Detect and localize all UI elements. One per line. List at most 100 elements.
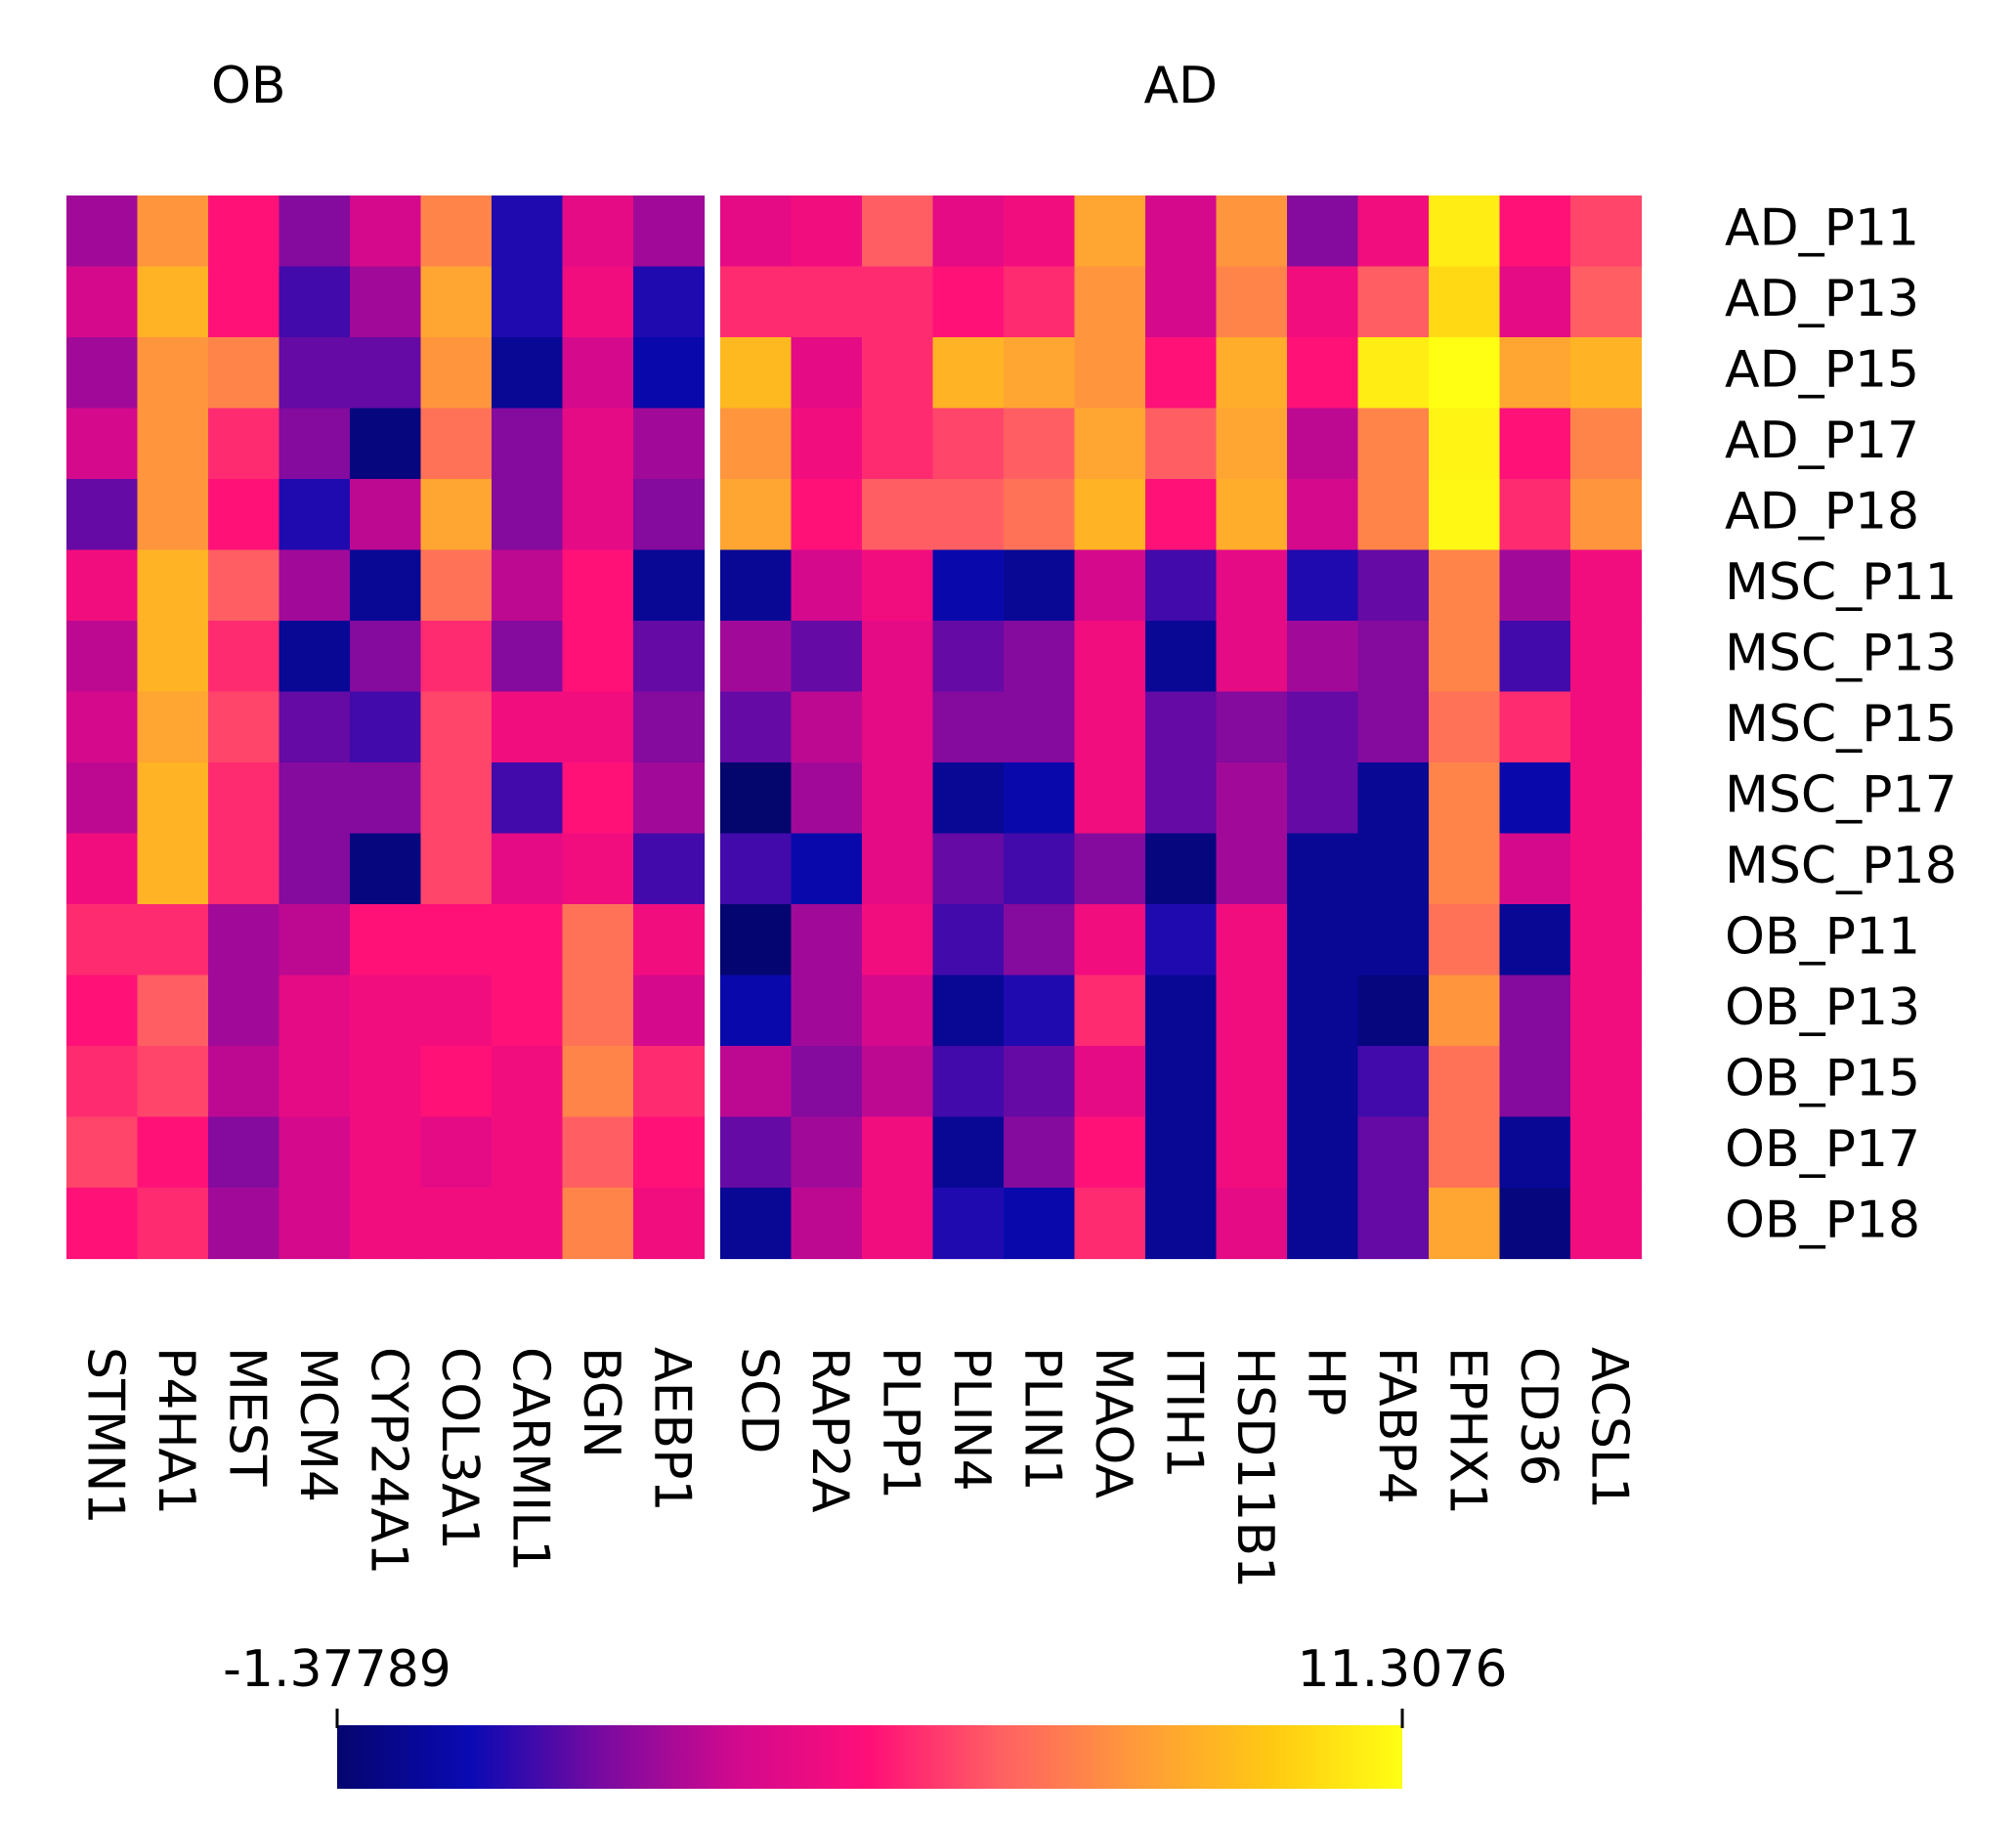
- heatmap-cell: [1499, 904, 1571, 976]
- heatmap-cell: [1145, 266, 1218, 338]
- heatmap-cell: [1004, 691, 1076, 763]
- heatmap-cell: [492, 1046, 564, 1118]
- heatmap-cell: [420, 195, 493, 268]
- heatmap-cell: [720, 479, 793, 551]
- heatmap-cell: [1499, 549, 1571, 622]
- heatmap-cell: [1216, 337, 1288, 410]
- heatmap-cell: [1145, 1188, 1218, 1260]
- heatmap-cells: [66, 195, 1643, 1260]
- heatmap-cell: [1145, 904, 1218, 976]
- column-label-ephx1: EPHX1: [1437, 1347, 1496, 1515]
- heatmap-cell: [1429, 833, 1501, 905]
- heatmap-cell: [1570, 549, 1643, 622]
- heatmap-cell: [1570, 691, 1643, 763]
- heatmap-cell: [1287, 408, 1359, 480]
- heatmap-cell: [350, 621, 422, 693]
- heatmap-cell: [562, 975, 634, 1047]
- heatmap-cell: [66, 621, 139, 693]
- heatmap-cell: [791, 549, 863, 622]
- heatmap-cell: [1429, 975, 1501, 1047]
- column-label-scd: SCD: [729, 1347, 788, 1453]
- heatmap-cell: [1145, 691, 1218, 763]
- heatmap-cell: [492, 833, 564, 905]
- heatmap-cell: [208, 691, 280, 763]
- heatmap-cell: [562, 337, 634, 410]
- heatmap-cell: [1429, 1116, 1501, 1189]
- heatmap-cell: [1570, 762, 1643, 835]
- heatmap-cell: [633, 833, 706, 905]
- heatmap-cell: [1004, 621, 1076, 693]
- heatmap-cell: [562, 549, 634, 622]
- heatmap-cell: [66, 1116, 139, 1189]
- heatmap-cell: [1074, 691, 1146, 763]
- heatmap-cell: [791, 691, 863, 763]
- heatmap-cell: [208, 408, 280, 480]
- heatmap-cell: [1004, 904, 1076, 976]
- column-label-acsl1: ACSL1: [1579, 1347, 1638, 1509]
- heatmap-cell: [633, 337, 706, 410]
- heatmap-cell: [1429, 266, 1501, 338]
- heatmap-cell: [720, 1188, 793, 1260]
- heatmap-cell: [66, 762, 139, 835]
- heatmap-cell: [1570, 1116, 1643, 1189]
- column-label-aebp1: AEBP1: [642, 1347, 701, 1512]
- heatmap-cell: [562, 1116, 634, 1189]
- heatmap-cell: [562, 1046, 634, 1118]
- heatmap-cell: [1570, 337, 1643, 410]
- heatmap-cell: [279, 337, 351, 410]
- heatmap-cell: [1429, 1188, 1501, 1260]
- column-label-fabp4: FABP4: [1367, 1347, 1426, 1504]
- heatmap-cell: [1287, 1116, 1359, 1189]
- heatmap-cell: [633, 762, 706, 835]
- heatmap-cell: [1570, 833, 1643, 905]
- heatmap-cell: [492, 975, 564, 1047]
- heatmap-cell: [1074, 621, 1146, 693]
- heatmap-cell: [66, 1046, 139, 1118]
- heatmap-cell: [137, 975, 209, 1047]
- heatmap-cell: [1004, 479, 1076, 551]
- heatmap-cell: [1004, 195, 1076, 268]
- heatmap-cell: [1216, 975, 1288, 1047]
- heatmap-cell: [1499, 691, 1571, 763]
- heatmap-cell: [1216, 1046, 1288, 1118]
- heatmap-cell: [350, 195, 422, 268]
- heatmap-cell: [492, 549, 564, 622]
- row-label-ob-p15: OB_P15: [1725, 1049, 1920, 1107]
- heatmap-cell: [862, 833, 934, 905]
- heatmap-cell: [279, 549, 351, 622]
- heatmap-cell: [492, 195, 564, 268]
- heatmap-cell: [1145, 975, 1218, 1047]
- heatmap-cell: [66, 975, 139, 1047]
- heatmap-cell: [720, 549, 793, 622]
- row-label-ob-p18: OB_P18: [1725, 1191, 1920, 1249]
- heatmap-cell: [791, 904, 863, 976]
- heatmap-cell: [862, 337, 934, 410]
- row-label-ad-p13: AD_P13: [1725, 270, 1919, 328]
- row-label-msc-p18: MSC_P18: [1725, 837, 1957, 895]
- heatmap-cell: [720, 691, 793, 763]
- heatmap-cell: [1216, 833, 1288, 905]
- heatmap-cell: [862, 195, 934, 268]
- heatmap-cell: [1074, 479, 1146, 551]
- heatmap-cell: [1499, 266, 1571, 338]
- heatmap-cell: [1216, 549, 1288, 622]
- heatmap-cell: [932, 195, 1005, 268]
- heatmap-cell: [137, 549, 209, 622]
- heatmap-cell: [208, 762, 280, 835]
- heatmap-cell: [1074, 1116, 1146, 1189]
- heatmap-cell: [492, 904, 564, 976]
- heatmap-cell: [1004, 1188, 1076, 1260]
- heatmap-cell: [350, 762, 422, 835]
- heatmap-cell: [1570, 1046, 1643, 1118]
- column-label-cd36: CD36: [1509, 1347, 1567, 1487]
- heatmap-cell: [720, 1116, 793, 1189]
- heatmap-cell: [1004, 762, 1076, 835]
- heatmap-cell: [862, 691, 934, 763]
- heatmap-cell: [1570, 195, 1643, 268]
- heatmap-cell: [862, 1188, 934, 1260]
- heatmap-cell: [350, 1116, 422, 1189]
- heatmap-cell: [279, 833, 351, 905]
- heatmap-cell: [1287, 479, 1359, 551]
- heatmap-cell: [279, 904, 351, 976]
- heatmap-cell: [1074, 195, 1146, 268]
